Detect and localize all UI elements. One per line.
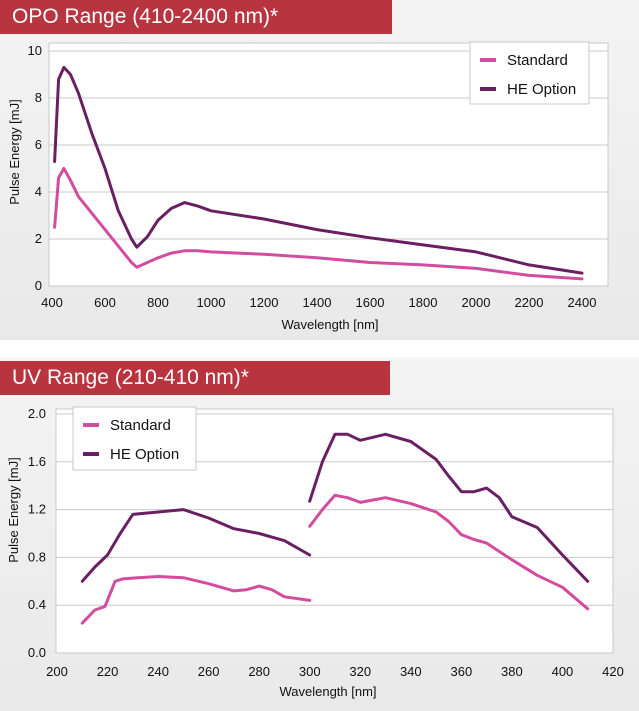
chart1-y-tick-label: 1.6 [28, 454, 46, 469]
chart1-series-line-he-option [80, 508, 312, 583]
uv-chart-svg: 0.0 0.4 0.8 1.2 1.6 2.0 200 220 240 260 280 300 320 3… [6, 406, 624, 699]
opo-chart-panel: OPO Range (410-2400 nm)* 0 2 4 6 8 10 400 600 80… [0, 0, 639, 340]
chart0-x-tick-label: 1000 [197, 295, 226, 310]
chart1-series-line-he-option [308, 432, 590, 583]
chart1-series-line-standard [80, 575, 312, 625]
chart1-x-tick-label: 300 [299, 664, 321, 679]
chart0-x-tick-label: 800 [147, 295, 169, 310]
chart0-y-tick-label: 4 [35, 184, 42, 199]
chart1-x-tick-label: 400 [552, 664, 574, 679]
chart0-legend-label: HE Option [507, 81, 576, 98]
chart1-x-tick-label: 280 [248, 664, 270, 679]
chart1-x-tick-label: 380 [501, 664, 523, 679]
chart0-x-tick-label: 400 [41, 295, 63, 310]
chart0-x-tick-label: 2200 [515, 295, 544, 310]
chart0-x-tick-label: 1400 [303, 295, 332, 310]
chart1-legend [72, 406, 197, 471]
chart0-legend-label: Standard [507, 52, 568, 69]
uv-chart-panel: UV Range (210-410 nm)* 0.0 0.4 0.8 1.2 1.6 2.… [0, 357, 639, 711]
chart0-x-tick-label: 1200 [250, 295, 279, 310]
chart0-y-tick-label: 10 [28, 43, 42, 58]
chart0-x-tick-label: 2000 [462, 295, 491, 310]
uv-chart-subtitle: (210-410 nm)* [114, 366, 249, 389]
chart1-x-tick-label: 200 [46, 664, 68, 679]
opo-chart-svg: 0 2 4 6 8 10 400 600 800 1000 1200 1400 1600 1800 2000… [7, 41, 609, 332]
chart1-x-axis-label: Wavelength [nm] [279, 684, 376, 699]
chart0-x-axis-label: Wavelength [nm] [281, 317, 378, 332]
uv-chart-title-banner: UV Range (210-410 nm)* [0, 361, 390, 395]
chart1-y-tick-label: 1.2 [28, 502, 46, 517]
chart0-x-tick-label: 1800 [409, 295, 438, 310]
chart1-x-tick-label: 340 [400, 664, 422, 679]
chart1-y-tick-label: 0.4 [28, 597, 46, 612]
chart1-series-line-standard [308, 493, 590, 611]
chart0-x-tick-label: 2400 [568, 295, 597, 310]
chart0-y-axis-label: Pulse Energy [mJ] [7, 99, 22, 205]
chart1-legend-label: HE Option [110, 446, 179, 463]
chart1-y-tick-label: 0.8 [28, 549, 46, 564]
opo-chart-title-banner: OPO Range (410-2400 nm)* [0, 0, 392, 34]
chart1-x-tick-label: 220 [97, 664, 119, 679]
chart1-legend-label: Standard [110, 417, 171, 434]
chart1-y-tick-label: 2.0 [28, 406, 46, 421]
uv-chart-title: UV Range [12, 366, 109, 389]
chart0-y-tick-label: 6 [35, 137, 42, 152]
chart1-y-axis-label: Pulse Energy [mJ] [6, 457, 21, 563]
opo-chart-subtitle: (410-2400 nm)* [132, 5, 279, 28]
chart0-legend [469, 41, 590, 105]
chart0-x-tick-label: 1600 [356, 295, 385, 310]
chart1-y-tick-label: 0.0 [28, 645, 46, 660]
chart0-series-line-he-option [53, 65, 584, 275]
chart0-y-tick-label: 0 [35, 278, 42, 293]
chart0-y-tick-label: 8 [35, 90, 42, 105]
chart1-x-tick-label: 260 [198, 664, 220, 679]
chart0-series-line-standard [53, 167, 584, 281]
chart0-y-tick-label: 2 [35, 231, 42, 246]
opo-chart-title: OPO Range [12, 5, 127, 28]
chart1-x-tick-label: 420 [602, 664, 624, 679]
chart0-x-tick-label: 600 [94, 295, 116, 310]
chart1-x-tick-label: 320 [349, 664, 371, 679]
chart1-x-tick-label: 240 [147, 664, 169, 679]
chart1-x-tick-label: 360 [451, 664, 473, 679]
